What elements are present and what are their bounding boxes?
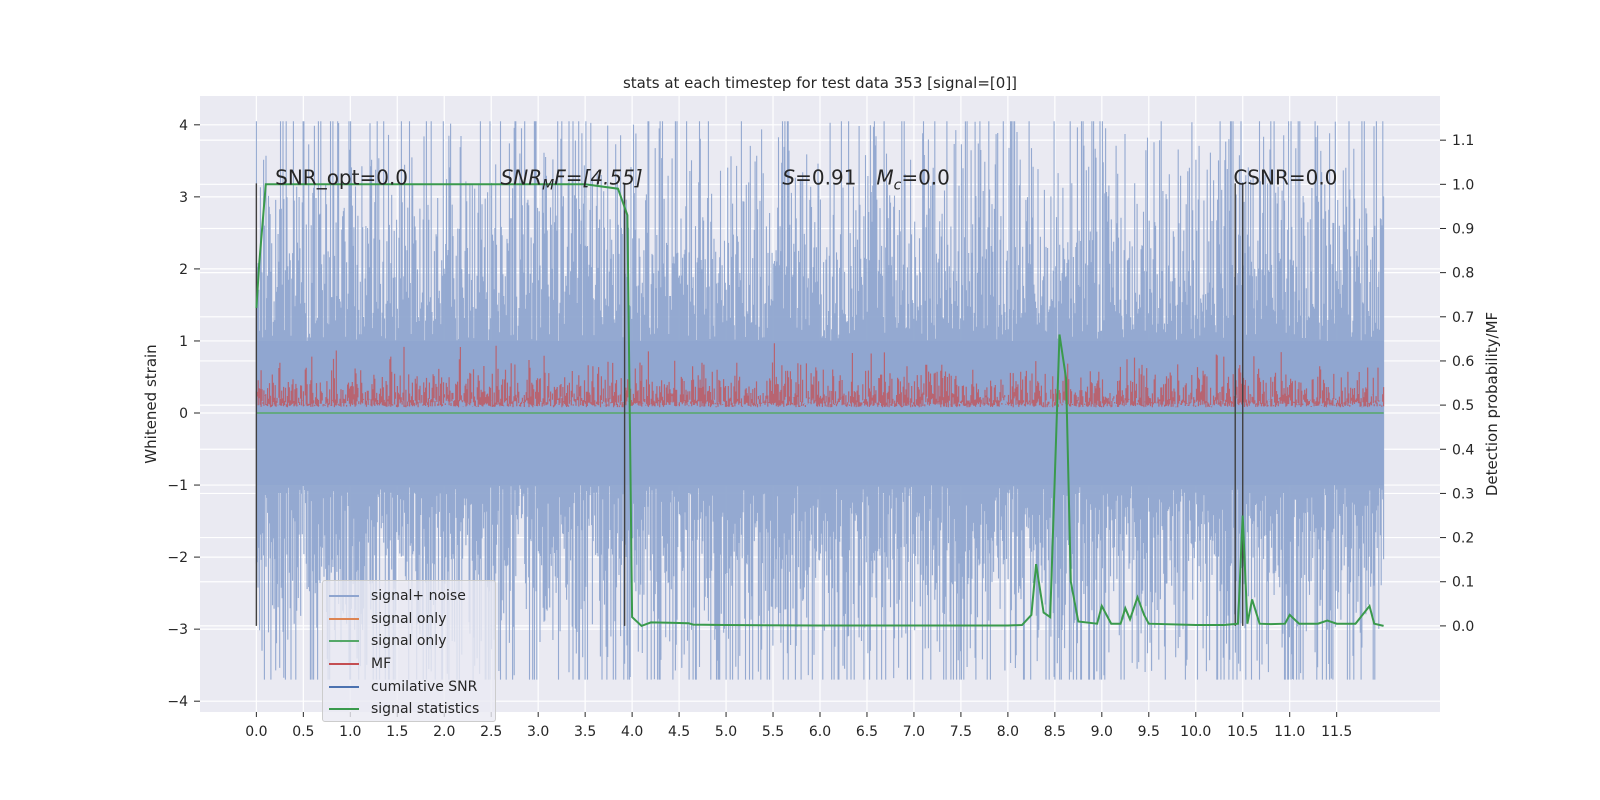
legend: signal+ noise signal only signal only MF cum… [322, 580, 496, 722]
annotation-text: S=0.91 [782, 165, 856, 189]
y-axis-label-left: Whitened strain [142, 344, 160, 463]
y-right-tick-label: 0.4 [1452, 442, 1474, 458]
x-tick-label: 8.0 [997, 724, 1019, 740]
annotation-text: SNRMF=[4.55] [501, 165, 643, 193]
x-tick-label: 5.5 [762, 724, 784, 740]
x-tick-label: 11.5 [1321, 724, 1352, 740]
legend-label: MF [371, 656, 392, 673]
x-tick-label: 8.5 [1044, 724, 1066, 740]
legend-label: cumilative SNR [371, 678, 478, 695]
legend-swatch [329, 708, 359, 711]
legend-swatch [329, 663, 359, 666]
y-left-tick-label: 0 [179, 406, 188, 422]
x-tick-label: 7.5 [950, 724, 972, 740]
y-left-tick-label: 1 [179, 334, 188, 350]
x-tick-label: 2.0 [433, 724, 455, 740]
chart-title: stats at each timestep for test data 353… [623, 74, 1017, 92]
y-right-tick-label: 1.1 [1452, 133, 1474, 149]
x-tick-label: 6.5 [856, 724, 878, 740]
legend-label: signal only [371, 610, 447, 627]
x-tick-label: 3.5 [574, 724, 596, 740]
y-left-tick-label: −4 [167, 694, 188, 710]
x-tick-label: 1.0 [339, 724, 361, 740]
legend-item: signal only [329, 630, 489, 653]
legend-item: signal statistics [329, 698, 489, 721]
legend-label: signal only [371, 633, 447, 650]
signal-statistics-line [255, 183, 1384, 628]
annotation-text: CSNR=0.0 [1233, 165, 1337, 189]
x-tick-label: 4.0 [621, 724, 643, 740]
y-axis-right: 0.0 0.1 0.2 0.3 0.4 0.5 0.6 0.7 0.8 0.9 1.0 1.1 [1440, 133, 1474, 635]
annotation-text: SNR_opt=0.0 [275, 165, 408, 189]
legend-swatch [329, 685, 359, 688]
x-tick-label: 11.0 [1274, 724, 1305, 740]
y-left-tick-label: −3 [167, 622, 188, 638]
legend-item: MF [329, 653, 489, 676]
y-right-tick-label: 0.0 [1452, 619, 1474, 635]
x-tick-label: 7.0 [903, 724, 925, 740]
x-tick-label: 1.5 [386, 724, 408, 740]
y-right-tick-label: 0.7 [1452, 310, 1474, 326]
vertical-markers [255, 183, 1244, 626]
y-right-tick-label: 0.3 [1452, 486, 1474, 502]
x-tick-label: 9.0 [1091, 724, 1113, 740]
x-tick-label: 0.5 [292, 724, 314, 740]
y-axis-left: −4 −3 −2 −1 0 1 2 3 4 [167, 118, 200, 710]
y-left-tick-label: −2 [167, 550, 188, 566]
annotations: SNR_opt=0.0 SNRMF=[4.55] S=0.91 Mc=0.0 CSNR=… [275, 165, 1337, 193]
x-tick-label: 3.0 [527, 724, 549, 740]
legend-swatch [329, 617, 359, 620]
legend-label: signal+ noise [371, 588, 466, 605]
x-tick-label: 10.0 [1180, 724, 1211, 740]
y-right-tick-label: 0.1 [1452, 575, 1474, 591]
y-left-tick-label: 2 [179, 262, 188, 278]
y-axis-label-right: Detection probability/MF [1483, 312, 1501, 496]
y-left-tick-label: −1 [167, 478, 188, 494]
legend-label: signal statistics [371, 701, 480, 718]
x-tick-label: 0.0 [245, 724, 267, 740]
legend-item: signal+ noise [329, 585, 489, 608]
x-axis: 0.0 0.5 1.0 1.5 2.0 2.5 3.0 3.5 4.0 4.5 5.0 5.5 6.0 6… [245, 712, 1352, 740]
series-signal-statistics [255, 183, 1384, 628]
x-tick-label: 5.0 [715, 724, 737, 740]
y-right-tick-label: 0.6 [1452, 354, 1474, 370]
x-tick-label: 10.5 [1227, 724, 1258, 740]
y-right-tick-label: 1.0 [1452, 177, 1474, 193]
x-tick-label: 9.5 [1138, 724, 1160, 740]
y-right-tick-label: 0.5 [1452, 398, 1474, 414]
x-tick-label: 6.0 [809, 724, 831, 740]
x-tick-label: 4.5 [668, 724, 690, 740]
y-left-tick-label: 3 [179, 190, 188, 206]
y-right-tick-label: 0.9 [1452, 221, 1474, 237]
legend-swatch [329, 595, 359, 598]
legend-swatch [329, 640, 359, 643]
x-tick-label: 2.5 [480, 724, 502, 740]
annotation-text: Mc=0.0 [876, 165, 950, 193]
y-left-tick-label: 4 [179, 118, 188, 134]
y-right-tick-label: 0.8 [1452, 266, 1474, 282]
y-right-tick-label: 0.2 [1452, 531, 1474, 547]
legend-item: signal only [329, 608, 489, 631]
legend-item: cumilative SNR [329, 675, 489, 698]
